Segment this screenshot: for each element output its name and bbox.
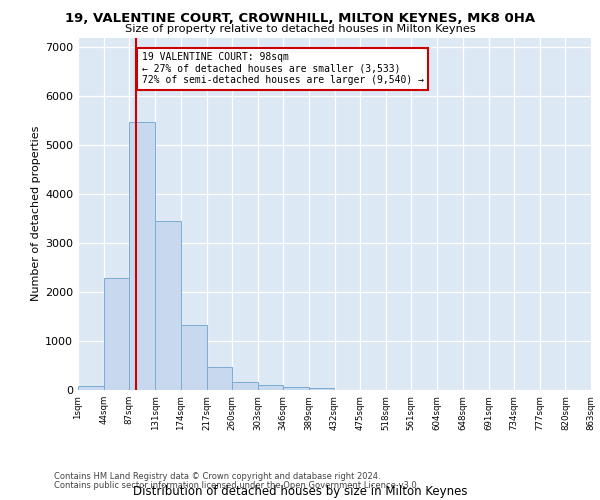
Bar — [283, 386, 309, 390]
Bar — [78, 386, 104, 390]
Text: Contains public sector information licensed under the Open Government Licence v3: Contains public sector information licen… — [54, 481, 419, 490]
Bar — [232, 382, 258, 390]
Bar — [309, 388, 335, 390]
Bar — [258, 385, 283, 390]
Bar — [104, 278, 129, 390]
Text: Contains HM Land Registry data © Crown copyright and database right 2024.: Contains HM Land Registry data © Crown c… — [54, 472, 380, 481]
Bar — [155, 221, 181, 390]
Bar — [129, 122, 155, 390]
Y-axis label: Number of detached properties: Number of detached properties — [31, 126, 41, 302]
Text: 19, VALENTINE COURT, CROWNHILL, MILTON KEYNES, MK8 0HA: 19, VALENTINE COURT, CROWNHILL, MILTON K… — [65, 12, 535, 26]
Bar — [206, 367, 232, 390]
Text: Size of property relative to detached houses in Milton Keynes: Size of property relative to detached ho… — [125, 24, 475, 34]
Text: 19 VALENTINE COURT: 98sqm
← 27% of detached houses are smaller (3,533)
72% of se: 19 VALENTINE COURT: 98sqm ← 27% of detac… — [142, 52, 424, 86]
Bar — [181, 326, 206, 390]
Text: Distribution of detached houses by size in Milton Keynes: Distribution of detached houses by size … — [133, 484, 467, 498]
